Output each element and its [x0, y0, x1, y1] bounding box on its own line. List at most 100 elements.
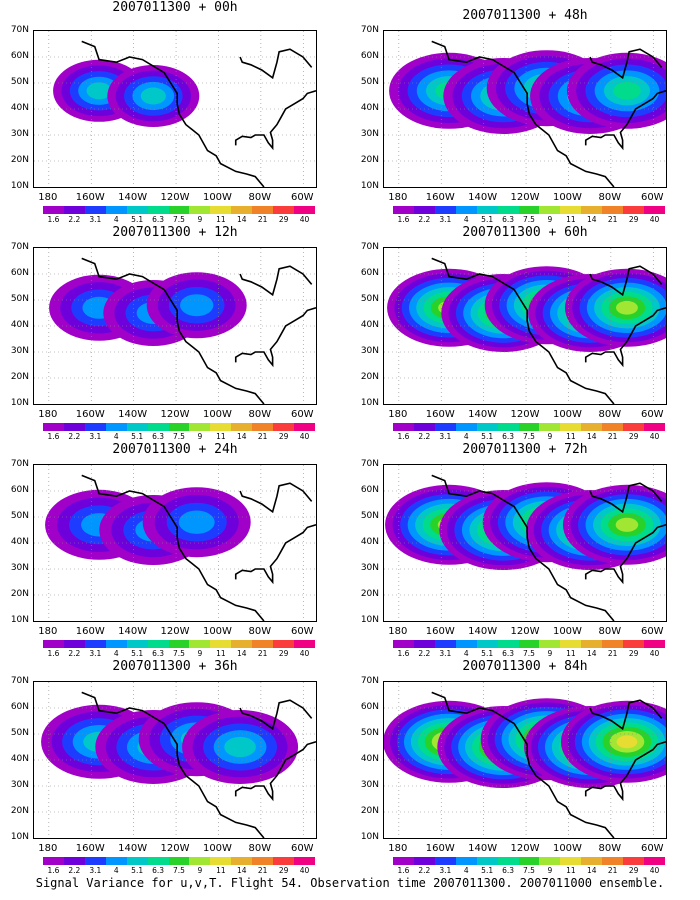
x-tick-label: 60W [290, 409, 314, 420]
colorbar-swatch [623, 640, 645, 648]
x-tick-label: 100W [552, 626, 582, 637]
colorbar-label: 29 [278, 215, 289, 224]
colorbar-swatch [539, 857, 561, 865]
colorbar-swatch [105, 206, 127, 214]
colorbar-label: 6.3 [152, 215, 165, 224]
x-tick-label: 100W [202, 626, 232, 637]
coastline [431, 40, 615, 187]
y-tick-label: 10N [10, 398, 29, 408]
panel-36h: 2007011300 + 36h 70N 60N 50N 40N 30N 20N 10N 18… [0, 659, 350, 877]
colorbar-swatch [476, 206, 498, 214]
x-tick-label: 80W [248, 409, 272, 420]
colorbar-label: 29 [628, 215, 639, 224]
colorbar-swatch [518, 423, 540, 431]
panel-title: 2007011300 + 84h [462, 659, 588, 674]
x-tick-label: 140W [118, 843, 148, 854]
colorbar-swatch [602, 423, 624, 431]
colorbar-label: 6.3 [502, 215, 515, 224]
colorbar-swatch [497, 640, 519, 648]
colorbar-swatch [413, 206, 435, 214]
x-tick-label: 140W [118, 626, 148, 637]
x-tick-label: 60W [290, 843, 314, 854]
coastline [584, 524, 666, 585]
y-tick-label: 30N [360, 563, 379, 573]
colorbar-label: 4 [463, 432, 469, 441]
x-tick-label: 80W [598, 843, 622, 854]
colorbar-label: 3.1 [89, 215, 102, 224]
x-tick-label: 100W [552, 192, 582, 203]
colorbar [43, 423, 315, 431]
panel-title: 2007011300 + 60h [462, 225, 588, 240]
colorbar-label: 9 [547, 866, 553, 875]
colorbar-swatch [455, 857, 477, 865]
x-tick-label: 80W [598, 192, 622, 203]
colorbar-label: 21 [607, 432, 618, 441]
colorbar-swatch [189, 423, 211, 431]
x-tick-label: 140W [468, 626, 498, 637]
colorbar-label: 21 [607, 866, 618, 875]
y-tick-label: 40N [10, 754, 29, 764]
coastline [81, 257, 265, 404]
x-tick-label: 60W [640, 409, 664, 420]
panel-title: 2007011300 + 24h [112, 442, 238, 457]
colorbar-swatch [168, 640, 190, 648]
colorbar-swatch [231, 423, 253, 431]
colorbar-swatch [231, 206, 253, 214]
colorbar-swatch [105, 640, 127, 648]
colorbar-swatch [476, 423, 498, 431]
x-tick-label: 140W [118, 192, 148, 203]
x-tick-label: 160W [425, 409, 455, 420]
y-tick-label: 20N [360, 806, 379, 816]
colorbar-label: 14 [236, 649, 247, 658]
y-tick-label: 70N [10, 459, 29, 469]
contour-map [33, 464, 317, 622]
colorbar-swatch [273, 206, 295, 214]
y-tick-label: 20N [10, 806, 29, 816]
contour-map [383, 464, 667, 622]
colorbar-label: 29 [278, 432, 289, 441]
figure-caption: Signal Variance for u,v,T. Flight 54. Ob… [35, 876, 665, 890]
colorbar-swatch [105, 857, 127, 865]
colorbar-label: 5.1 [131, 215, 144, 224]
colorbar-label: 40 [649, 649, 660, 658]
x-tick-label: 60W [640, 626, 664, 637]
y-tick-label: 10N [360, 398, 379, 408]
y-tick-label: 50N [360, 511, 379, 521]
colorbar-swatch [393, 640, 414, 648]
x-tick-label: 160W [425, 626, 455, 637]
y-tick-label: 50N [360, 77, 379, 87]
colorbar-swatch [539, 423, 561, 431]
x-tick-label: 120W [510, 409, 540, 420]
y-tick-label: 30N [360, 346, 379, 356]
colorbar-label: 2.2 [418, 215, 431, 224]
colorbar-swatch [210, 640, 232, 648]
colorbar-label: 4 [463, 215, 469, 224]
colorbar-label: 5.1 [131, 866, 144, 875]
coastline [239, 265, 313, 297]
panel-48h: 2007011300 + 48h 70N 60N 50N 40N 30N 20N 10N 18… [350, 8, 700, 226]
map-svg [384, 248, 666, 404]
colorbar-label: 40 [299, 432, 310, 441]
colorbar-swatch [476, 857, 498, 865]
x-tick-label: 120W [160, 626, 190, 637]
y-tick-label: 30N [10, 129, 29, 139]
colorbar-swatch [252, 206, 274, 214]
x-tick-label: 180 [388, 192, 408, 203]
colorbar-swatch [210, 206, 232, 214]
colorbar-swatch [189, 206, 211, 214]
y-tick-label: 60N [360, 268, 379, 278]
contour-band [140, 87, 166, 105]
colorbar-swatch [147, 423, 169, 431]
x-tick-label: 120W [160, 843, 190, 854]
contour-band [616, 300, 638, 315]
panel-12h: 2007011300 + 12h 70N 60N 50N 40N 30N 20N 10N 18… [0, 225, 350, 443]
colorbar-label: 2.2 [418, 649, 431, 658]
colorbar-label: 3.1 [89, 866, 102, 875]
x-tick-label: 140W [468, 192, 498, 203]
colorbar-swatch [434, 206, 456, 214]
y-tick-label: 20N [10, 155, 29, 165]
x-tick-label: 80W [248, 192, 272, 203]
colorbar-label: 5.1 [481, 866, 494, 875]
colorbar-label: 14 [236, 215, 247, 224]
colorbar-swatch [273, 857, 295, 865]
